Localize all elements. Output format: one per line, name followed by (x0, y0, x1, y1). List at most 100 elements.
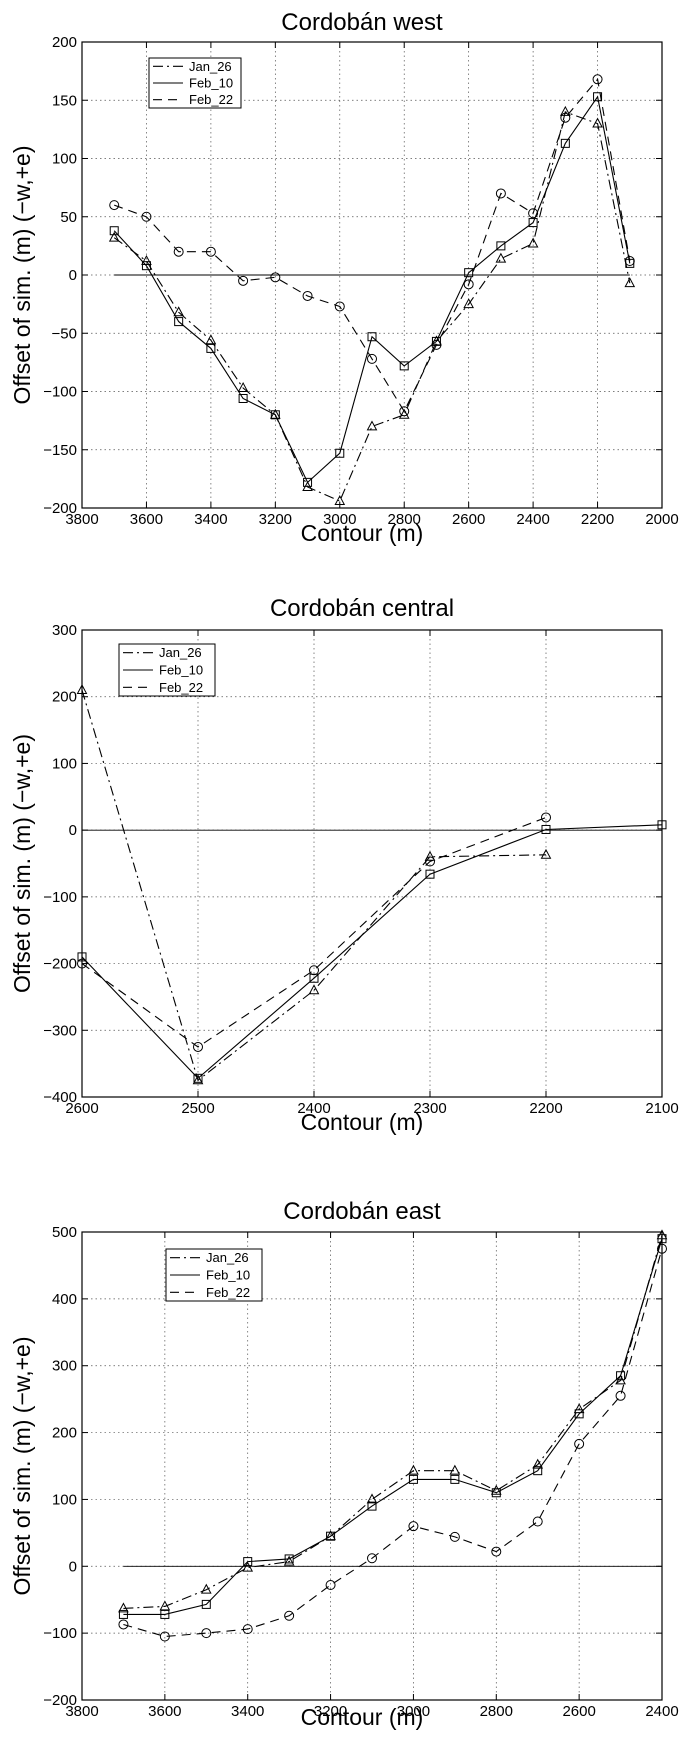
x-tick-label: 3800 (65, 511, 98, 528)
data-point (449, 1531, 460, 1542)
chart-1: 3800 3600 3400 3200 3000 2800 2600 2400 2200 2000… (9, 9, 679, 546)
x-tick-label: 2400 (645, 1703, 678, 1720)
data-point (490, 1484, 502, 1495)
data-point (573, 1403, 585, 1414)
data-point (592, 117, 603, 128)
data-point (616, 1371, 626, 1381)
data-point (366, 420, 378, 431)
y-tick-label: 500 (52, 1224, 77, 1241)
data-point (325, 1530, 336, 1541)
x-tick-label: 3400 (194, 511, 227, 528)
data-point (574, 1409, 584, 1419)
data-point (309, 965, 319, 976)
data-point (541, 824, 551, 834)
data-point (302, 290, 313, 301)
data-point (463, 298, 475, 309)
x-tick-label: 2200 (529, 1100, 562, 1117)
data-point (141, 261, 151, 271)
data-point (495, 252, 507, 263)
data-point (237, 381, 249, 392)
data-point (206, 343, 216, 353)
data-point (559, 105, 571, 116)
data-point (326, 1531, 336, 1541)
data-point (160, 1609, 170, 1619)
x-tick-label: 3800 (65, 1703, 98, 1720)
series-line (123, 1238, 663, 1615)
x-tick-label: 3600 (130, 511, 163, 528)
data-point (108, 231, 120, 242)
y-tick-label: 300 (52, 622, 77, 639)
data-point (425, 856, 435, 867)
data-point (283, 1555, 295, 1566)
series-line (81, 816, 547, 1048)
legend-label: Feb_10 (189, 76, 233, 91)
data-point (399, 406, 410, 417)
y-tick-label: −300 (43, 1022, 77, 1039)
series-feb-10 (109, 92, 635, 487)
data-point (408, 1474, 418, 1484)
data-point (399, 361, 409, 371)
data-point (303, 477, 313, 487)
chart-3: 3800 3600 3400 3200 3000 2800 2600 2400−200−100… (9, 1198, 679, 1730)
series-line (123, 1235, 663, 1609)
data-point (657, 820, 667, 830)
y-tick-label: −100 (43, 889, 77, 906)
chart-title: Cordobán east (283, 1198, 441, 1225)
data-point (491, 1546, 502, 1557)
data-point (77, 958, 87, 969)
series-feb-10 (118, 1234, 667, 1619)
data-point (325, 1580, 336, 1591)
data-point (335, 448, 345, 458)
y-tick-label: −100 (43, 384, 77, 401)
data-point (141, 255, 152, 265)
y-tick-label: 200 (52, 34, 77, 51)
series-line (123, 1248, 663, 1638)
data-point (367, 1501, 377, 1511)
data-point (193, 1073, 203, 1083)
y-tick-label: 150 (52, 92, 77, 109)
data-point (408, 1521, 419, 1532)
x-tick-label: 2800 (480, 1703, 513, 1720)
data-point (464, 268, 474, 278)
data-point (284, 1610, 295, 1621)
x-tick-label: 3000 (397, 1703, 430, 1720)
data-point (205, 246, 216, 257)
data-point (334, 301, 345, 312)
data-point (560, 112, 571, 123)
data-point (159, 1600, 171, 1611)
y-tick-label: −100 (43, 1625, 77, 1642)
y-tick-label: 100 (52, 1491, 77, 1508)
plot-frame (81, 629, 663, 1098)
data-point (334, 494, 346, 505)
data-point (592, 74, 603, 85)
data-point (657, 1234, 667, 1244)
y-axis-label: Offset of sim. (m) (−w,+e) (9, 734, 35, 993)
y-tick-label: −200 (43, 956, 77, 973)
data-point (533, 1466, 543, 1476)
series-jan-26 (76, 684, 552, 1085)
data-point (242, 1561, 254, 1572)
data-point (657, 1243, 667, 1254)
series-line (113, 111, 631, 502)
data-point (532, 1458, 544, 1469)
x-tick-label: 2300 (413, 1100, 446, 1117)
x-tick-label: 2000 (645, 511, 678, 528)
data-point (463, 279, 474, 290)
data-point (593, 92, 603, 102)
legend-label: Feb_22 (206, 1285, 250, 1300)
x-tick-label: 2100 (645, 1100, 678, 1117)
x-tick-label: 2600 (452, 511, 485, 528)
series-line (113, 95, 631, 484)
x-tick-label: 3200 (314, 1703, 347, 1720)
data-point (238, 275, 249, 286)
data-point (398, 408, 410, 419)
chart-2: 2600 2500 2400 2300 2200 2100 −400 −300 −200 −100… (9, 595, 679, 1135)
data-point (77, 952, 87, 962)
data-point (270, 410, 280, 420)
data-point (560, 138, 570, 148)
y-tick-label: 100 (52, 755, 77, 772)
